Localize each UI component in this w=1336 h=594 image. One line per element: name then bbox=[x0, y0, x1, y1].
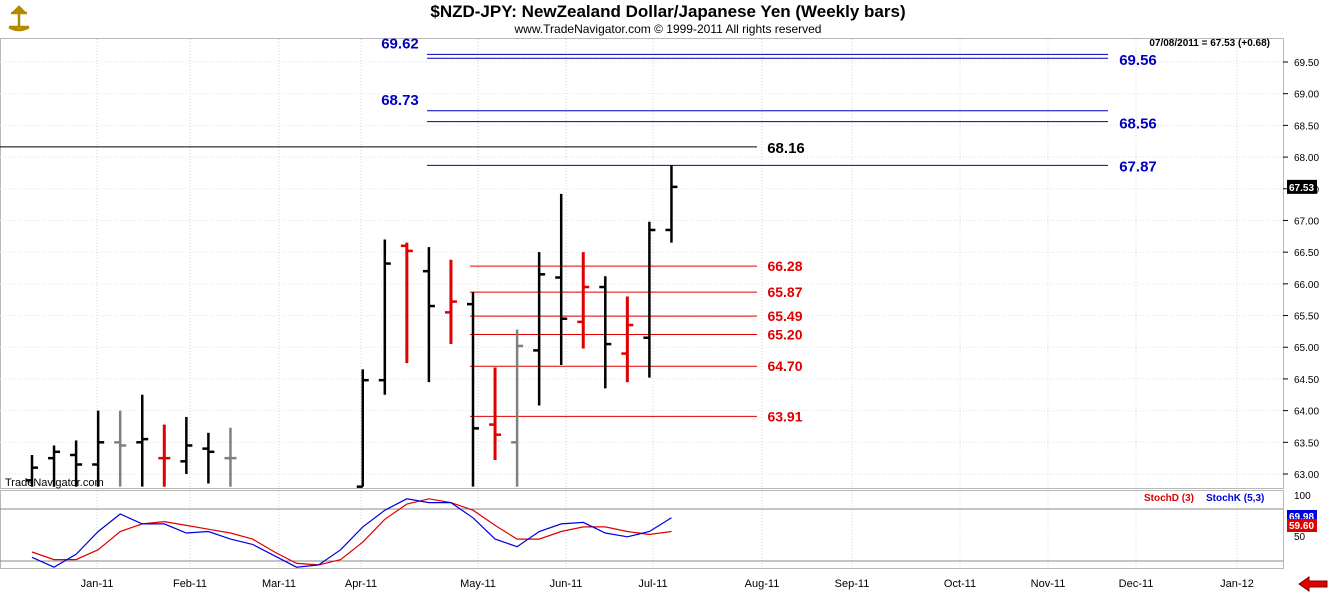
x-tick-label: Jan-11 bbox=[81, 578, 114, 590]
x-tick-label: Nov-11 bbox=[1031, 578, 1066, 590]
level-label: 65.49 bbox=[767, 308, 802, 324]
level-label: 66.28 bbox=[767, 258, 802, 274]
y-tick-label: 64.50 bbox=[1294, 375, 1319, 386]
y-tick-label: 66.50 bbox=[1294, 248, 1319, 259]
y-tick-label: 64.00 bbox=[1294, 407, 1319, 418]
stochastic-panel-frame bbox=[0, 490, 1284, 569]
y-tick-label: 65.00 bbox=[1294, 343, 1319, 354]
copyright-text: www.TradeNavigator.com © 1999-2011 All r… bbox=[514, 22, 822, 36]
x-tick-label: Feb-11 bbox=[173, 578, 207, 590]
date-axis: Jan-11 Feb-11 Mar-11 Apr-11 May-11 Jun-11 Jul-… bbox=[81, 578, 1254, 590]
level-label: 63.91 bbox=[767, 408, 802, 424]
stoch-d-value: 59.60 bbox=[1289, 521, 1314, 532]
x-tick-label: Dec-11 bbox=[1119, 578, 1154, 590]
level-label: 64.70 bbox=[767, 358, 802, 374]
last-price-tag bbox=[1287, 179, 1317, 194]
stochastic-series-line bbox=[31, 498, 672, 566]
scroll-back-arrow-icon[interactable] bbox=[1297, 576, 1329, 592]
stochastic-lines bbox=[31, 498, 672, 568]
price-panel: 69.62 69.56 68.73 68.56 68.16 67.87 66.28 65.87… bbox=[0, 35, 1319, 568]
y-tick-label: 63.00 bbox=[1294, 470, 1319, 481]
last-price-label: 67.53 bbox=[1289, 183, 1314, 194]
y-tick-label: 69.50 bbox=[1294, 58, 1319, 69]
last-quote-text: 07/08/2011 = 67.53 (+0.68) bbox=[1149, 38, 1270, 49]
level-label: 69.62 bbox=[381, 35, 419, 52]
y-tick-label: 68.50 bbox=[1294, 121, 1319, 132]
level-label: 68.56 bbox=[1119, 116, 1157, 133]
y-tick-label: 69.00 bbox=[1294, 90, 1319, 101]
level-label: 69.56 bbox=[1119, 52, 1157, 69]
trade-navigator-logo-icon bbox=[4, 3, 34, 33]
x-tick-label: Apr-11 bbox=[345, 578, 377, 590]
stoch-k-value: 69.98 bbox=[1289, 512, 1314, 523]
x-tick-label: Jan-12 bbox=[1220, 578, 1254, 590]
x-tick-label: Sep-11 bbox=[835, 578, 870, 590]
level-label: 68.16 bbox=[767, 140, 805, 157]
level-lines: 69.62 69.56 68.73 68.56 68.16 67.87 66.28 65.87… bbox=[0, 35, 1157, 424]
stoch-tick-label: 100 bbox=[1294, 491, 1311, 502]
x-tick-label: Mar-11 bbox=[262, 578, 296, 590]
price-panel-frame bbox=[0, 38, 1284, 489]
price-axis: 69.5069.0068.5068.0067.5067.0066.5066.00… bbox=[1283, 58, 1319, 481]
y-tick-label: 65.50 bbox=[1294, 312, 1319, 323]
horizontal-grid bbox=[0, 61, 1283, 475]
level-label: 67.87 bbox=[1119, 158, 1157, 175]
stochastic-series-line bbox=[31, 498, 672, 568]
level-label: 68.73 bbox=[381, 92, 419, 109]
x-tick-label: May-11 bbox=[460, 578, 496, 590]
stoch-d-value-tag bbox=[1287, 519, 1317, 532]
legend-stoch-k: StochK (5,3) bbox=[1206, 493, 1264, 504]
y-tick-label: 67.00 bbox=[1294, 216, 1319, 227]
x-tick-label: Jun-11 bbox=[550, 578, 583, 590]
y-tick-label: 68.00 bbox=[1294, 153, 1319, 164]
x-tick-label: Oct-11 bbox=[944, 578, 976, 590]
chart-title: $NZD-JPY: NewZealand Dollar/Japanese Yen… bbox=[430, 2, 906, 21]
ohlc-bars bbox=[26, 165, 678, 488]
watermark-text: TradeNavigator.com bbox=[5, 477, 104, 489]
level-label: 65.87 bbox=[767, 284, 802, 300]
y-tick-label: 66.00 bbox=[1294, 280, 1319, 291]
legend-stoch-d: StochD (3) bbox=[1144, 493, 1194, 504]
chart-header: $NZD-JPY: NewZealand Dollar/Japanese Yen… bbox=[0, 0, 1336, 40]
y-tick-label: 63.50 bbox=[1294, 438, 1319, 449]
x-tick-label: Jul-11 bbox=[638, 578, 667, 590]
vertical-grid bbox=[96, 39, 1238, 568]
x-tick-label: Aug-11 bbox=[745, 578, 780, 590]
stoch-tick-label: 50 bbox=[1294, 532, 1306, 543]
level-label: 65.20 bbox=[767, 327, 802, 343]
